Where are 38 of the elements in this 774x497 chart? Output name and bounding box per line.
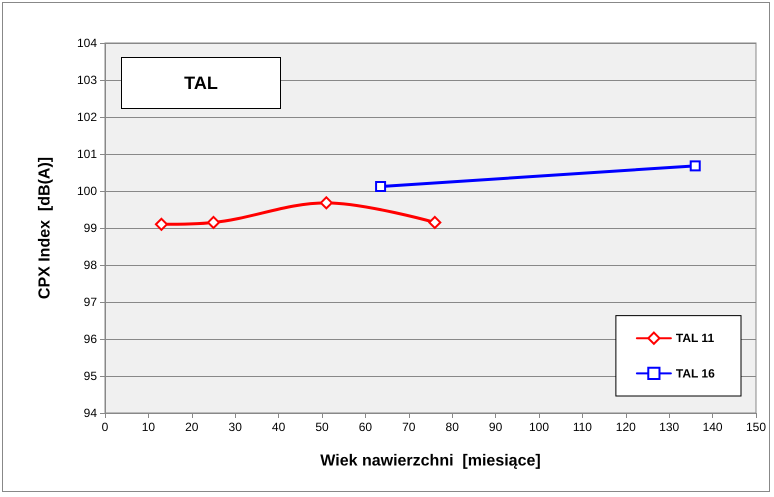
y-tick-label: 99 [84,221,98,235]
x-tick-label: 20 [185,420,199,434]
y-tick-label: 96 [84,332,98,346]
x-tick-label: 150 [746,420,766,434]
point [154,218,168,231]
point [690,160,701,172]
legend-label: TAL 16 [676,366,716,380]
x-tick-label: 130 [659,420,680,434]
y-tick-label: 102 [76,110,98,124]
title-box: TAL [121,57,281,109]
point [375,181,386,192]
legend-label: TAL 11 [676,331,714,346]
y-tick-label: 101 [76,147,98,161]
y-tick-label: 97 [84,295,98,309]
x-tick-label: 140 [702,420,723,434]
x-tick-label: 100 [528,420,550,434]
x-tick-label: 80 [446,420,460,434]
x-tick-label: 30 [228,420,242,434]
x-tick-label: 110 [572,420,592,434]
y-tick-label: 104 [76,36,98,50]
x-tick-label: 10 [142,420,156,434]
y-tick-label: 94 [84,406,98,420]
y-tick-label: 100 [76,184,98,198]
x-tick-label: 0 [102,420,109,434]
y-tick-label: 103 [76,73,98,87]
point [207,216,220,229]
x-tick-label: 40 [272,420,286,434]
x-tick-label: 120 [616,420,636,434]
x-tick-label: 90 [488,420,503,434]
y-axis-title: CPX Index [dB(A)] [36,156,54,300]
x-tick-label: 70 [402,420,416,434]
point [428,216,442,229]
x-tick-label: 60 [358,420,372,434]
x-axis-title: Wiek nawierzchni [miesiące] [320,452,541,470]
point [320,196,333,210]
y-tick-label: 95 [84,369,98,383]
x-tick-label: 50 [315,420,329,434]
y-tick-label: 98 [84,258,98,272]
